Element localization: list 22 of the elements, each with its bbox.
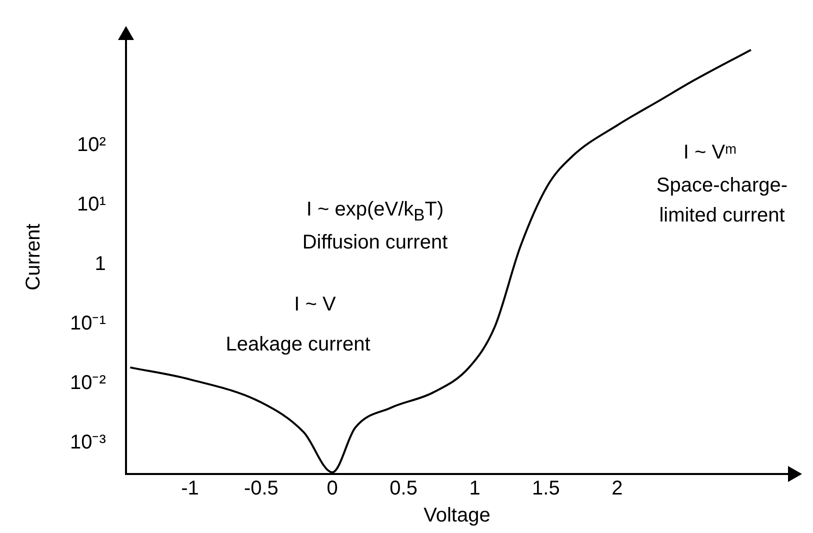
y-tick-label: 10⁻³ (70, 431, 106, 454)
annotation: I ~ V (294, 294, 336, 316)
annotation: Leakage current (226, 334, 370, 356)
x-tick-label: 1 (469, 478, 480, 500)
y-tick-label: 10¹ (77, 194, 106, 216)
x-axis-title: Voltage (424, 504, 490, 527)
x-tick-label: -1 (181, 478, 199, 500)
y-tick-label: 10⁻¹ (70, 312, 106, 335)
annotation: Diffusion current (302, 232, 448, 254)
x-tick-label: 0.5 (390, 478, 418, 500)
y-tick-label: 1 (94, 253, 106, 276)
annotation: I ~ Vᵐ (683, 142, 737, 164)
annotation: limited current (659, 204, 785, 228)
x-tick-label: 1.5 (532, 478, 560, 500)
x-tick-label: 0 (326, 478, 338, 500)
y-tick-label: 10⁻² (70, 372, 106, 394)
x-tick-label: -0.5 (244, 478, 278, 500)
x-tick-label: 2 (612, 478, 623, 500)
y-tick-label: 10² (77, 134, 106, 156)
annotation: Space-charge- (656, 174, 788, 198)
annotation: I ~ exp(eV/k$_{B}$T) (306, 198, 444, 226)
y-axis-title: Current (22, 223, 45, 290)
